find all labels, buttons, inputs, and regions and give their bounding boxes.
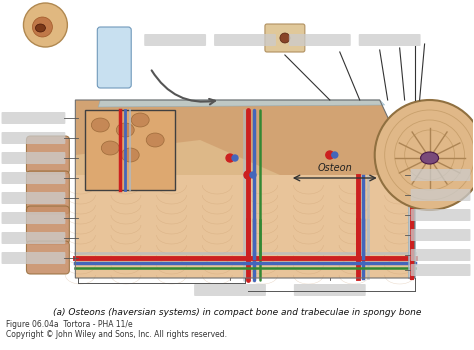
Ellipse shape: [219, 149, 241, 167]
FancyBboxPatch shape: [97, 27, 131, 88]
Ellipse shape: [91, 118, 109, 132]
FancyBboxPatch shape: [1, 192, 65, 204]
Ellipse shape: [275, 133, 385, 223]
FancyBboxPatch shape: [144, 34, 206, 46]
Ellipse shape: [178, 188, 243, 243]
Ellipse shape: [172, 183, 248, 247]
Circle shape: [232, 155, 238, 161]
FancyBboxPatch shape: [1, 252, 65, 264]
FancyBboxPatch shape: [294, 284, 366, 296]
Polygon shape: [75, 175, 415, 278]
Circle shape: [32, 17, 53, 37]
Ellipse shape: [306, 159, 353, 197]
Ellipse shape: [148, 192, 192, 228]
Ellipse shape: [199, 206, 221, 224]
FancyBboxPatch shape: [1, 132, 65, 144]
Circle shape: [332, 152, 338, 158]
Ellipse shape: [255, 197, 325, 253]
Ellipse shape: [285, 222, 294, 229]
FancyBboxPatch shape: [1, 172, 65, 184]
FancyBboxPatch shape: [265, 24, 305, 52]
FancyBboxPatch shape: [410, 249, 471, 261]
Ellipse shape: [345, 216, 355, 224]
FancyBboxPatch shape: [410, 189, 471, 201]
FancyBboxPatch shape: [1, 232, 65, 244]
Circle shape: [23, 3, 67, 47]
Ellipse shape: [284, 220, 296, 230]
Ellipse shape: [340, 212, 360, 228]
Ellipse shape: [205, 211, 215, 219]
FancyBboxPatch shape: [410, 264, 471, 276]
FancyBboxPatch shape: [27, 206, 69, 244]
FancyBboxPatch shape: [214, 34, 276, 46]
Polygon shape: [408, 175, 415, 278]
Ellipse shape: [314, 165, 346, 191]
Ellipse shape: [335, 208, 365, 232]
Ellipse shape: [226, 155, 234, 161]
Ellipse shape: [203, 136, 256, 180]
FancyBboxPatch shape: [1, 152, 65, 164]
Ellipse shape: [330, 204, 370, 236]
Ellipse shape: [101, 141, 119, 155]
Ellipse shape: [266, 206, 313, 244]
Text: Copyright © John Wiley and Sons, Inc. All rights reserved.: Copyright © John Wiley and Sons, Inc. Al…: [6, 330, 227, 339]
FancyBboxPatch shape: [194, 284, 266, 296]
Circle shape: [250, 172, 256, 178]
Ellipse shape: [420, 152, 438, 164]
Circle shape: [280, 33, 290, 43]
Ellipse shape: [188, 197, 232, 233]
Ellipse shape: [36, 24, 46, 32]
Polygon shape: [98, 100, 385, 107]
Ellipse shape: [278, 216, 301, 234]
Circle shape: [326, 151, 334, 159]
FancyBboxPatch shape: [27, 241, 69, 274]
Ellipse shape: [209, 141, 251, 175]
Ellipse shape: [121, 148, 139, 162]
FancyBboxPatch shape: [27, 136, 69, 174]
Polygon shape: [75, 100, 415, 175]
Ellipse shape: [167, 208, 173, 212]
Text: Figure 06.04a  Tortora - PHA 11/e: Figure 06.04a Tortora - PHA 11/e: [6, 320, 132, 329]
Ellipse shape: [261, 202, 319, 248]
FancyBboxPatch shape: [410, 229, 471, 241]
Ellipse shape: [323, 173, 337, 184]
Ellipse shape: [131, 113, 149, 127]
Ellipse shape: [346, 217, 353, 223]
Ellipse shape: [146, 133, 164, 147]
FancyBboxPatch shape: [1, 212, 65, 224]
Ellipse shape: [291, 146, 369, 210]
FancyBboxPatch shape: [359, 34, 420, 46]
Ellipse shape: [322, 172, 337, 184]
FancyBboxPatch shape: [410, 169, 471, 181]
Ellipse shape: [157, 199, 183, 221]
Text: Osteon: Osteon: [318, 163, 352, 173]
Ellipse shape: [194, 201, 226, 229]
FancyBboxPatch shape: [27, 171, 69, 214]
Ellipse shape: [205, 210, 216, 219]
Ellipse shape: [153, 196, 188, 224]
FancyBboxPatch shape: [410, 209, 471, 221]
Ellipse shape: [166, 206, 174, 214]
Ellipse shape: [299, 152, 361, 204]
Text: (a) Osteons (haversian systems) in compact bone and trabeculae in spongy bone: (a) Osteons (haversian systems) in compa…: [53, 308, 421, 317]
Ellipse shape: [116, 123, 134, 137]
Ellipse shape: [283, 139, 377, 217]
Ellipse shape: [225, 154, 235, 162]
Circle shape: [244, 171, 252, 179]
Bar: [85, 110, 175, 190]
Polygon shape: [75, 100, 415, 175]
Circle shape: [226, 154, 234, 162]
Ellipse shape: [183, 192, 237, 238]
Ellipse shape: [273, 211, 307, 239]
Ellipse shape: [198, 132, 262, 184]
Ellipse shape: [161, 203, 179, 217]
FancyBboxPatch shape: [289, 34, 351, 46]
Circle shape: [375, 100, 474, 210]
Ellipse shape: [214, 145, 246, 171]
FancyBboxPatch shape: [1, 112, 65, 124]
Ellipse shape: [325, 200, 375, 240]
